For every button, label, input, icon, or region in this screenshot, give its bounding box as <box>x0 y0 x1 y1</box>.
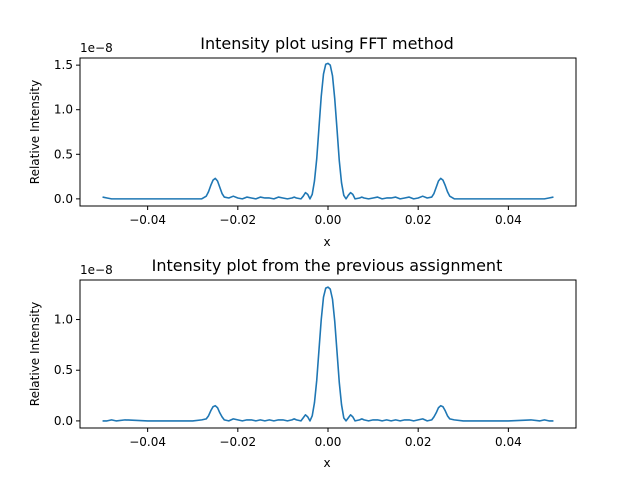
y-offset-text: 1e−8 <box>80 41 113 55</box>
series-line <box>102 62 554 200</box>
x-tick-label: 0.00 <box>315 213 342 227</box>
x-tick-label: 0.04 <box>495 213 522 227</box>
y-axis-label: Relative Intensity <box>28 80 42 184</box>
y-tick-label: 0.0 <box>54 192 73 206</box>
y-tick-label: 0.5 <box>54 147 73 161</box>
x-tick-label: −0.04 <box>129 435 166 449</box>
subplot-previous-assignment: Intensity plot from the previous assignm… <box>28 256 577 470</box>
y-tick-label: 0.5 <box>54 363 73 377</box>
x-axis-label: x <box>323 235 330 249</box>
plot-area: −0.04 −0.02 0.00 0.02 0.04 0.0 0.5 1.0 1.5 <box>54 58 554 227</box>
series-line <box>102 286 554 422</box>
axes-frame <box>79 279 577 429</box>
y-tick-label: 0.0 <box>54 414 73 428</box>
y-tick-label: 1.0 <box>54 313 73 327</box>
x-tick-label: −0.04 <box>129 213 166 227</box>
axes-frame <box>79 57 577 207</box>
subplot-title: Intensity plot using FFT method <box>200 34 454 53</box>
y-axis-label: Relative Intensity <box>28 302 42 406</box>
x-tick-label: 0.02 <box>405 435 432 449</box>
x-tick-label: −0.02 <box>219 213 256 227</box>
subplot-title: Intensity plot from the previous assignm… <box>152 256 503 275</box>
x-tick-label: 0.02 <box>405 213 432 227</box>
x-tick-label: 0.04 <box>495 435 522 449</box>
y-tick-label: 1.0 <box>54 103 73 117</box>
x-tick-label: −0.02 <box>219 435 256 449</box>
x-axis-label: x <box>323 456 330 470</box>
x-tick-label: 0.00 <box>315 435 342 449</box>
plot-area: −0.04 −0.02 0.00 0.02 0.04 0.0 0.5 1.0 <box>54 286 554 449</box>
subplot-fft: Intensity plot using FFT method 1e−8 x R… <box>28 34 577 249</box>
y-offset-text: 1e−8 <box>80 263 113 277</box>
y-tick-label: 1.5 <box>54 58 73 72</box>
